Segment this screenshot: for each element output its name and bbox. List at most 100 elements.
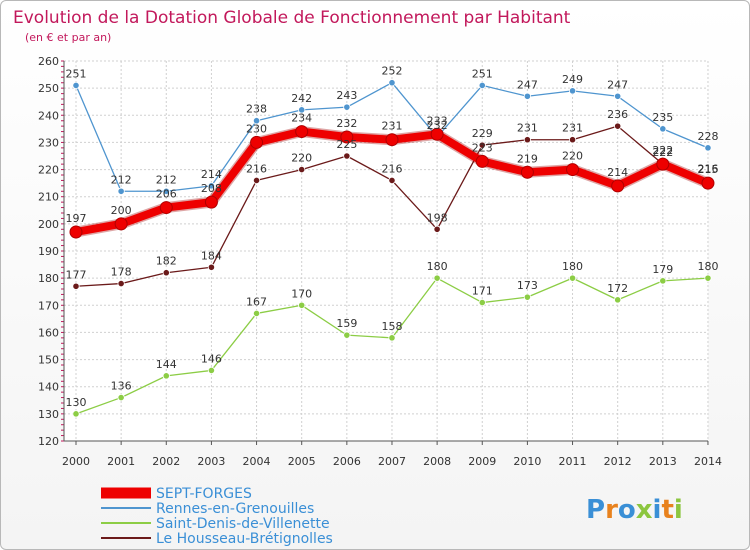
point-sept-forges: [159, 201, 173, 215]
point-le-housseau-br-tignolles: [72, 282, 80, 290]
x-tick-label: 2009: [468, 455, 496, 468]
data-label-rennes-en-grenouilles: 214: [201, 168, 222, 181]
data-label-sept-forges: 230: [246, 122, 267, 135]
point-rennes-en-grenouilles: [614, 92, 622, 100]
point-le-housseau-br-tignolles: [388, 176, 396, 185]
data-label-sept-forges: 197: [66, 212, 87, 225]
x-tick-label: 2013: [649, 455, 677, 468]
x-tick-label: 2010: [513, 455, 541, 468]
data-label-saint-denis-de-villenette: 180: [697, 260, 718, 273]
x-tick-label: 2005: [288, 455, 316, 468]
point-rennes-en-grenouilles: [704, 144, 712, 152]
x-tick-label: 2011: [559, 455, 587, 468]
data-label-rennes-en-grenouilles: 243: [336, 89, 357, 102]
data-labels: 251 212 212 214 238 242 243 252 232 251 247 249 247 2…: [66, 65, 719, 409]
chart-title: Evolution de la Dotation Globale de Fonc…: [13, 8, 571, 28]
point-sept-forges: [475, 154, 489, 168]
grid: [64, 60, 709, 442]
x-tick-label: 2006: [333, 455, 361, 468]
data-label-saint-denis-de-villenette: 158: [381, 320, 402, 333]
series-layer: [69, 79, 715, 418]
y-tick-label: 250: [38, 82, 59, 95]
y-tick-label: 130: [38, 408, 59, 421]
chart-subtitle: (en € et par an): [25, 31, 111, 44]
data-label-sept-forges: 219: [517, 152, 538, 165]
x-tick-label: 2012: [604, 455, 632, 468]
point-rennes-en-grenouilles: [207, 182, 216, 190]
x-tick-label: 2003: [197, 455, 225, 468]
y-tick-label: 210: [38, 191, 59, 204]
point-saint-denis-de-villenette: [343, 331, 351, 339]
data-label-saint-denis-de-villenette: 167: [246, 295, 267, 308]
data-label-le-housseau-br-tignolles: 178: [111, 266, 132, 279]
legend: SEPT-FORGESRennes-en-GrenouillesSaint-De…: [101, 486, 333, 547]
point-saint-denis-de-villenette: [72, 410, 80, 418]
point-saint-denis-de-villenette: [523, 293, 532, 301]
data-label-le-housseau-br-tignolles: 220: [291, 152, 312, 165]
data-label-le-housseau-br-tignolles: 236: [607, 108, 628, 121]
y-tick-label: 120: [38, 435, 59, 448]
data-label-sept-forges: 222: [652, 144, 673, 157]
data-label-saint-denis-de-villenette: 180: [427, 260, 448, 273]
data-label-rennes-en-grenouilles: 251: [472, 67, 493, 80]
legend-label-rennes-en-grenouilles: Rennes-en-Grenouilles: [156, 501, 314, 517]
data-label-rennes-en-grenouilles: 242: [291, 92, 312, 105]
data-label-sept-forges: 214: [607, 166, 628, 179]
point-le-housseau-br-tignolles: [117, 279, 125, 288]
data-label-saint-denis-de-villenette: 136: [111, 380, 132, 393]
y-tick-label: 200: [38, 218, 59, 231]
y-tick-label: 140: [38, 381, 59, 394]
data-label-le-housseau-br-tignolles: 216: [697, 162, 718, 175]
point-rennes-en-grenouilles: [298, 106, 306, 114]
data-label-rennes-en-grenouilles: 251: [66, 67, 87, 80]
data-label-sept-forges: 232: [336, 117, 357, 130]
data-label-sept-forges: 206: [156, 188, 177, 201]
data-label-rennes-en-grenouilles: 247: [607, 78, 628, 91]
point-rennes-en-grenouilles: [659, 125, 667, 133]
point-sept-forges: [250, 135, 264, 149]
point-sept-forges: [611, 179, 625, 193]
point-le-housseau-br-tignolles: [207, 263, 216, 271]
point-le-housseau-br-tignolles: [523, 136, 532, 144]
point-sept-forges: [295, 125, 309, 139]
y-tick-label: 220: [38, 164, 59, 177]
y-tick-label: 160: [38, 326, 59, 339]
data-label-rennes-en-grenouilles: 247: [517, 78, 538, 91]
y-tick-label: 180: [38, 272, 59, 285]
data-label-le-housseau-br-tignolles: 231: [562, 122, 583, 135]
point-le-housseau-br-tignolles: [298, 165, 306, 174]
legend-label-sept-forges: SEPT-FORGES: [156, 486, 252, 502]
legend-label-saint-denis-de-villenette: Saint-Denis-de-Villenette: [156, 516, 330, 532]
data-label-rennes-en-grenouilles: 252: [381, 65, 402, 78]
point-sept-forges: [340, 130, 354, 144]
y-tick-label: 260: [38, 55, 59, 68]
data-label-rennes-en-grenouilles: 232: [427, 119, 448, 132]
point-sept-forges: [430, 127, 444, 141]
data-label-saint-denis-de-villenette: 172: [607, 282, 628, 295]
point-saint-denis-de-villenette: [252, 309, 261, 318]
point-le-housseau-br-tignolles: [478, 141, 486, 149]
data-label-sept-forges: 200: [111, 204, 132, 217]
x-tick-label: 2014: [694, 455, 722, 468]
point-saint-denis-de-villenette: [659, 277, 667, 285]
data-label-saint-denis-de-villenette: 171: [472, 285, 493, 298]
point-saint-denis-de-villenette: [388, 334, 396, 342]
point-saint-denis-de-villenette: [568, 274, 577, 282]
point-rennes-en-grenouilles: [478, 81, 486, 90]
data-label-le-housseau-br-tignolles: 184: [201, 249, 222, 262]
point-saint-denis-de-villenette: [207, 366, 216, 375]
data-label-le-housseau-br-tignolles: 225: [336, 138, 357, 151]
x-tick-label: 2004: [243, 455, 271, 468]
point-saint-denis-de-villenette: [117, 393, 125, 402]
y-tick-label: 190: [38, 245, 59, 258]
data-label-sept-forges: 208: [201, 182, 222, 195]
x-tick-label: 2001: [107, 455, 135, 468]
data-label-saint-denis-de-villenette: 170: [291, 287, 312, 300]
logo-wordmark: Proxiti: [586, 495, 683, 525]
point-sept-forges: [656, 157, 670, 171]
x-tick-label: 2007: [378, 455, 406, 468]
point-le-housseau-br-tignolles: [568, 136, 577, 144]
point-rennes-en-grenouilles: [388, 79, 396, 87]
point-rennes-en-grenouilles: [117, 187, 125, 195]
